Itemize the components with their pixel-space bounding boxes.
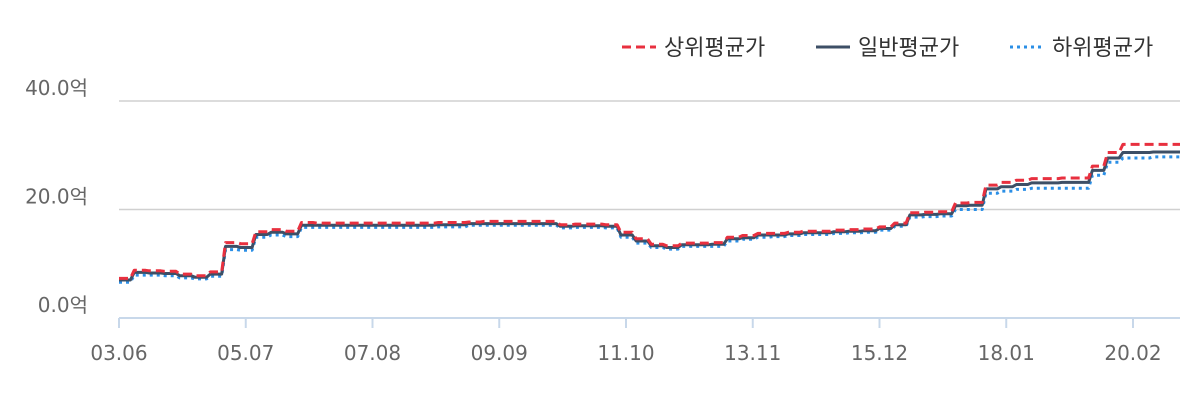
x-tick-label: 11.10 — [597, 341, 654, 365]
series-group — [119, 142, 1180, 284]
x-tick-label: 15.12 — [851, 341, 908, 365]
x-tick-label: 13.11 — [724, 341, 781, 365]
y-axis-labels: 0.0억 20.0억 40.0억 — [25, 76, 88, 317]
legend-label-normal: 일반평균가 — [858, 36, 959, 61]
series-line-upper — [119, 142, 1180, 280]
legend-item-normal[interactable]: 일반평균가 — [816, 36, 959, 61]
y-tick-label: 40.0억 — [25, 76, 88, 100]
legend-item-lower[interactable]: 하위평균가 — [1010, 36, 1153, 61]
y-grid — [119, 100, 1180, 211]
y-tick-label: 0.0억 — [38, 293, 88, 317]
legend-label-upper: 상위평균가 — [664, 36, 765, 61]
x-tick-label: 07.08 — [344, 341, 401, 365]
x-tick-label: 18.01 — [978, 341, 1035, 365]
legend-label-lower: 하위평균가 — [1052, 36, 1153, 61]
x-axis-ticks: 03.06 05.07 07.08 09.09 11.10 13.11 15.12 18.01… — [90, 318, 1162, 365]
x-tick-label: 09.09 — [471, 341, 528, 365]
legend-item-upper[interactable]: 상위평균가 — [622, 36, 765, 61]
series-line-lower — [119, 155, 1180, 284]
y-tick-label: 20.0억 — [25, 185, 88, 209]
x-tick-label: 20.02 — [1104, 341, 1161, 365]
x-tick-label: 03.06 — [90, 341, 147, 365]
legend: 상위평균가 일반평균가 하위평균가 — [622, 36, 1153, 61]
series-line-normal — [119, 150, 1180, 282]
x-tick-label: 05.07 — [217, 341, 274, 365]
